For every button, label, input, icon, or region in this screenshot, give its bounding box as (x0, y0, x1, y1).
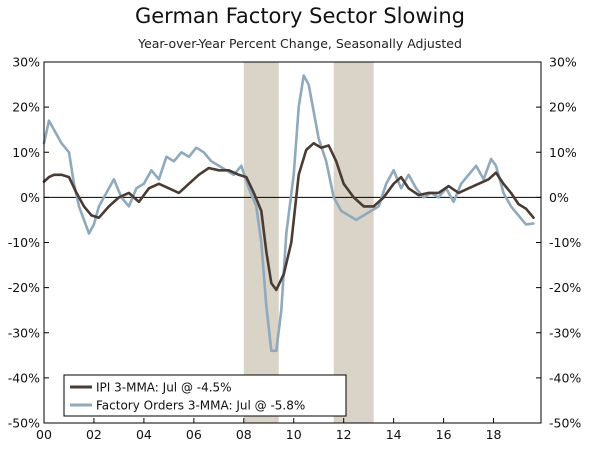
y-tick-label-left: 10% (12, 145, 40, 160)
y-tick-label-right: 10% (549, 145, 577, 160)
x-tick-label: 04 (136, 427, 152, 442)
series-group (42, 74, 535, 353)
y-tick-label-right: -30% (549, 325, 581, 340)
series-line-factory-orders (42, 74, 535, 353)
y-tick-label-left: -30% (8, 325, 40, 340)
y-tick-label-left: 30% (12, 55, 40, 70)
y-tick-label-right: -40% (549, 370, 581, 385)
x-tick-label: 02 (86, 427, 102, 442)
recession-shading-group (243, 62, 374, 423)
legend: IPI 3-MMA: Jul @ -4.5% Factory Orders 3-M… (63, 374, 347, 417)
y-tick-label-left: -10% (8, 235, 40, 250)
x-tick-label: 00 (36, 427, 52, 442)
y-tick-label-right: 30% (549, 55, 577, 70)
x-tick-label: 10 (286, 427, 302, 442)
legend-label-ipi: IPI 3-MMA: Jul @ -4.5% (96, 381, 232, 395)
y-tick-label-left: 0% (20, 190, 40, 205)
x-tick-label: 12 (336, 427, 352, 442)
y-tick-label-left: -40% (8, 370, 40, 385)
y-tick-label-right: -50% (549, 416, 581, 431)
axis-tick-group: 30% 30% 20% 20% 10% 10% 0% 0% -10% -10% -20% -20% -3… (8, 55, 582, 443)
y-tick-label-right: -10% (549, 235, 581, 250)
legend-box (63, 374, 347, 417)
y-tick-label-right: 0% (549, 190, 569, 205)
x-tick-label: 18 (486, 427, 502, 442)
x-tick-label: 16 (436, 427, 452, 442)
x-tick-label: 08 (236, 427, 252, 442)
chart-title: German Factory Sector Slowing (134, 4, 465, 28)
chart-subtitle: Year-over-Year Percent Change, Seasonall… (138, 36, 462, 51)
series-line-ipi (42, 141, 535, 292)
y-tick-label-left: 20% (12, 100, 40, 115)
x-tick-label: 06 (186, 427, 202, 442)
y-tick-label-right: 20% (549, 100, 577, 115)
x-tick-label: 14 (386, 427, 402, 442)
y-tick-label-left: -20% (8, 280, 40, 295)
legend-label-factory-orders: Factory Orders 3-MMA: Jul @ -5.8% (96, 399, 305, 413)
y-tick-label-left: -50% (8, 416, 40, 431)
recession-band-2 (333, 62, 374, 423)
y-tick-label-right: -20% (549, 280, 581, 295)
